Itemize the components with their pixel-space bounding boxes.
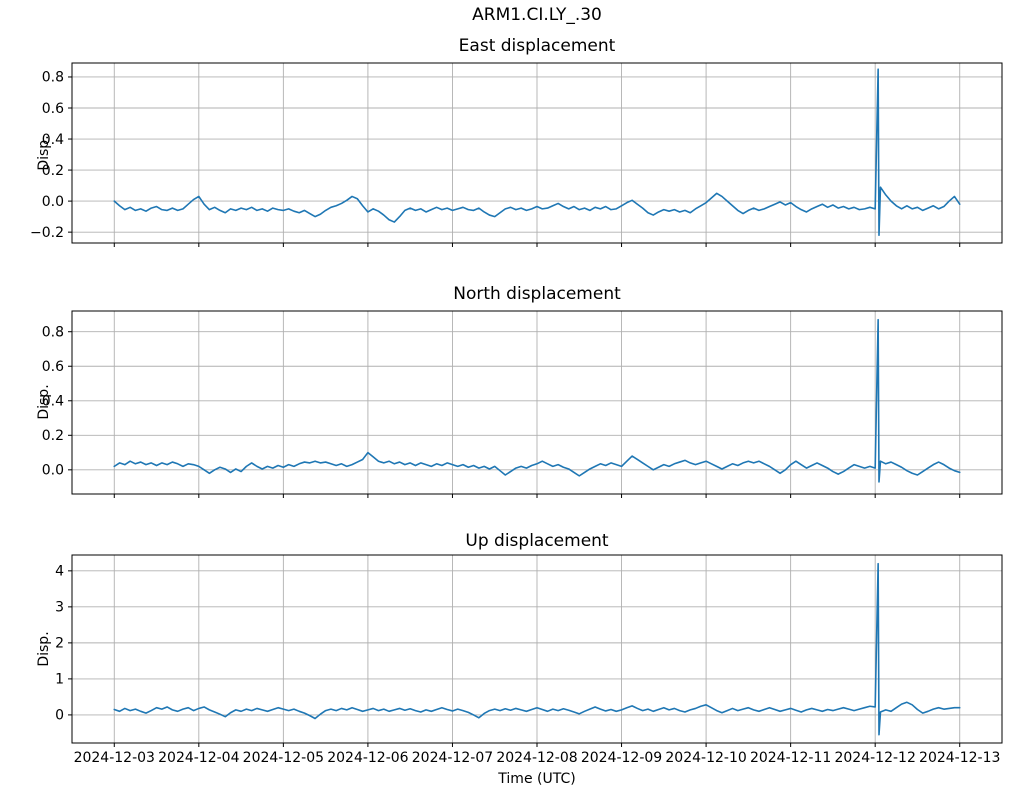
x-tick-label: 2024-12-13 bbox=[919, 750, 1000, 766]
y-tick-label: 0.0 bbox=[42, 463, 64, 479]
x-tick-label: 2024-12-05 bbox=[243, 750, 324, 766]
data-series-line bbox=[113, 68, 961, 237]
x-tick-label: 2024-12-08 bbox=[496, 750, 577, 766]
data-series-line bbox=[113, 318, 961, 483]
y-tick-label: 1 bbox=[55, 672, 64, 688]
y-tick-label: 3 bbox=[55, 600, 64, 616]
y-tick-label: 0.2 bbox=[42, 428, 64, 444]
x-tick-label: 2024-12-03 bbox=[74, 750, 155, 766]
subplot-title-up: Up displacement bbox=[465, 531, 609, 551]
y-tick-label: 0.8 bbox=[42, 324, 64, 340]
data-series-line bbox=[113, 562, 961, 736]
x-axis-label: Time (UTC) bbox=[498, 771, 576, 787]
x-tick-label: 2024-12-09 bbox=[581, 750, 662, 766]
y-tick-label: 0.6 bbox=[42, 101, 64, 117]
y-tick-label: 0.2 bbox=[42, 163, 64, 179]
subplot-title-north: North displacement bbox=[453, 284, 621, 304]
x-tick-label: 2024-12-11 bbox=[750, 750, 831, 766]
x-tick-label: 2024-12-12 bbox=[834, 750, 915, 766]
subplot-title-east: East displacement bbox=[458, 36, 616, 56]
y-tick-label: 0.8 bbox=[42, 70, 64, 86]
y-tick-label: 0.4 bbox=[42, 394, 64, 410]
y-tick-label: 0.0 bbox=[42, 194, 64, 210]
y-tick-label: −0.2 bbox=[30, 225, 64, 241]
x-tick-label: 2024-12-06 bbox=[327, 750, 408, 766]
y-tick-label: 0.6 bbox=[42, 359, 64, 375]
y-tick-label: 4 bbox=[55, 564, 64, 580]
y-tick-label: 0 bbox=[55, 708, 64, 724]
x-tick-label: 2024-12-04 bbox=[158, 750, 239, 766]
figure-title: ARM1.CI.LY_.30 bbox=[472, 5, 602, 25]
x-tick-label: 2024-12-10 bbox=[665, 750, 746, 766]
y-tick-label: 2 bbox=[55, 636, 64, 652]
y-tick-label: 0.4 bbox=[42, 132, 64, 148]
x-tick-label: 2024-12-07 bbox=[412, 750, 493, 766]
